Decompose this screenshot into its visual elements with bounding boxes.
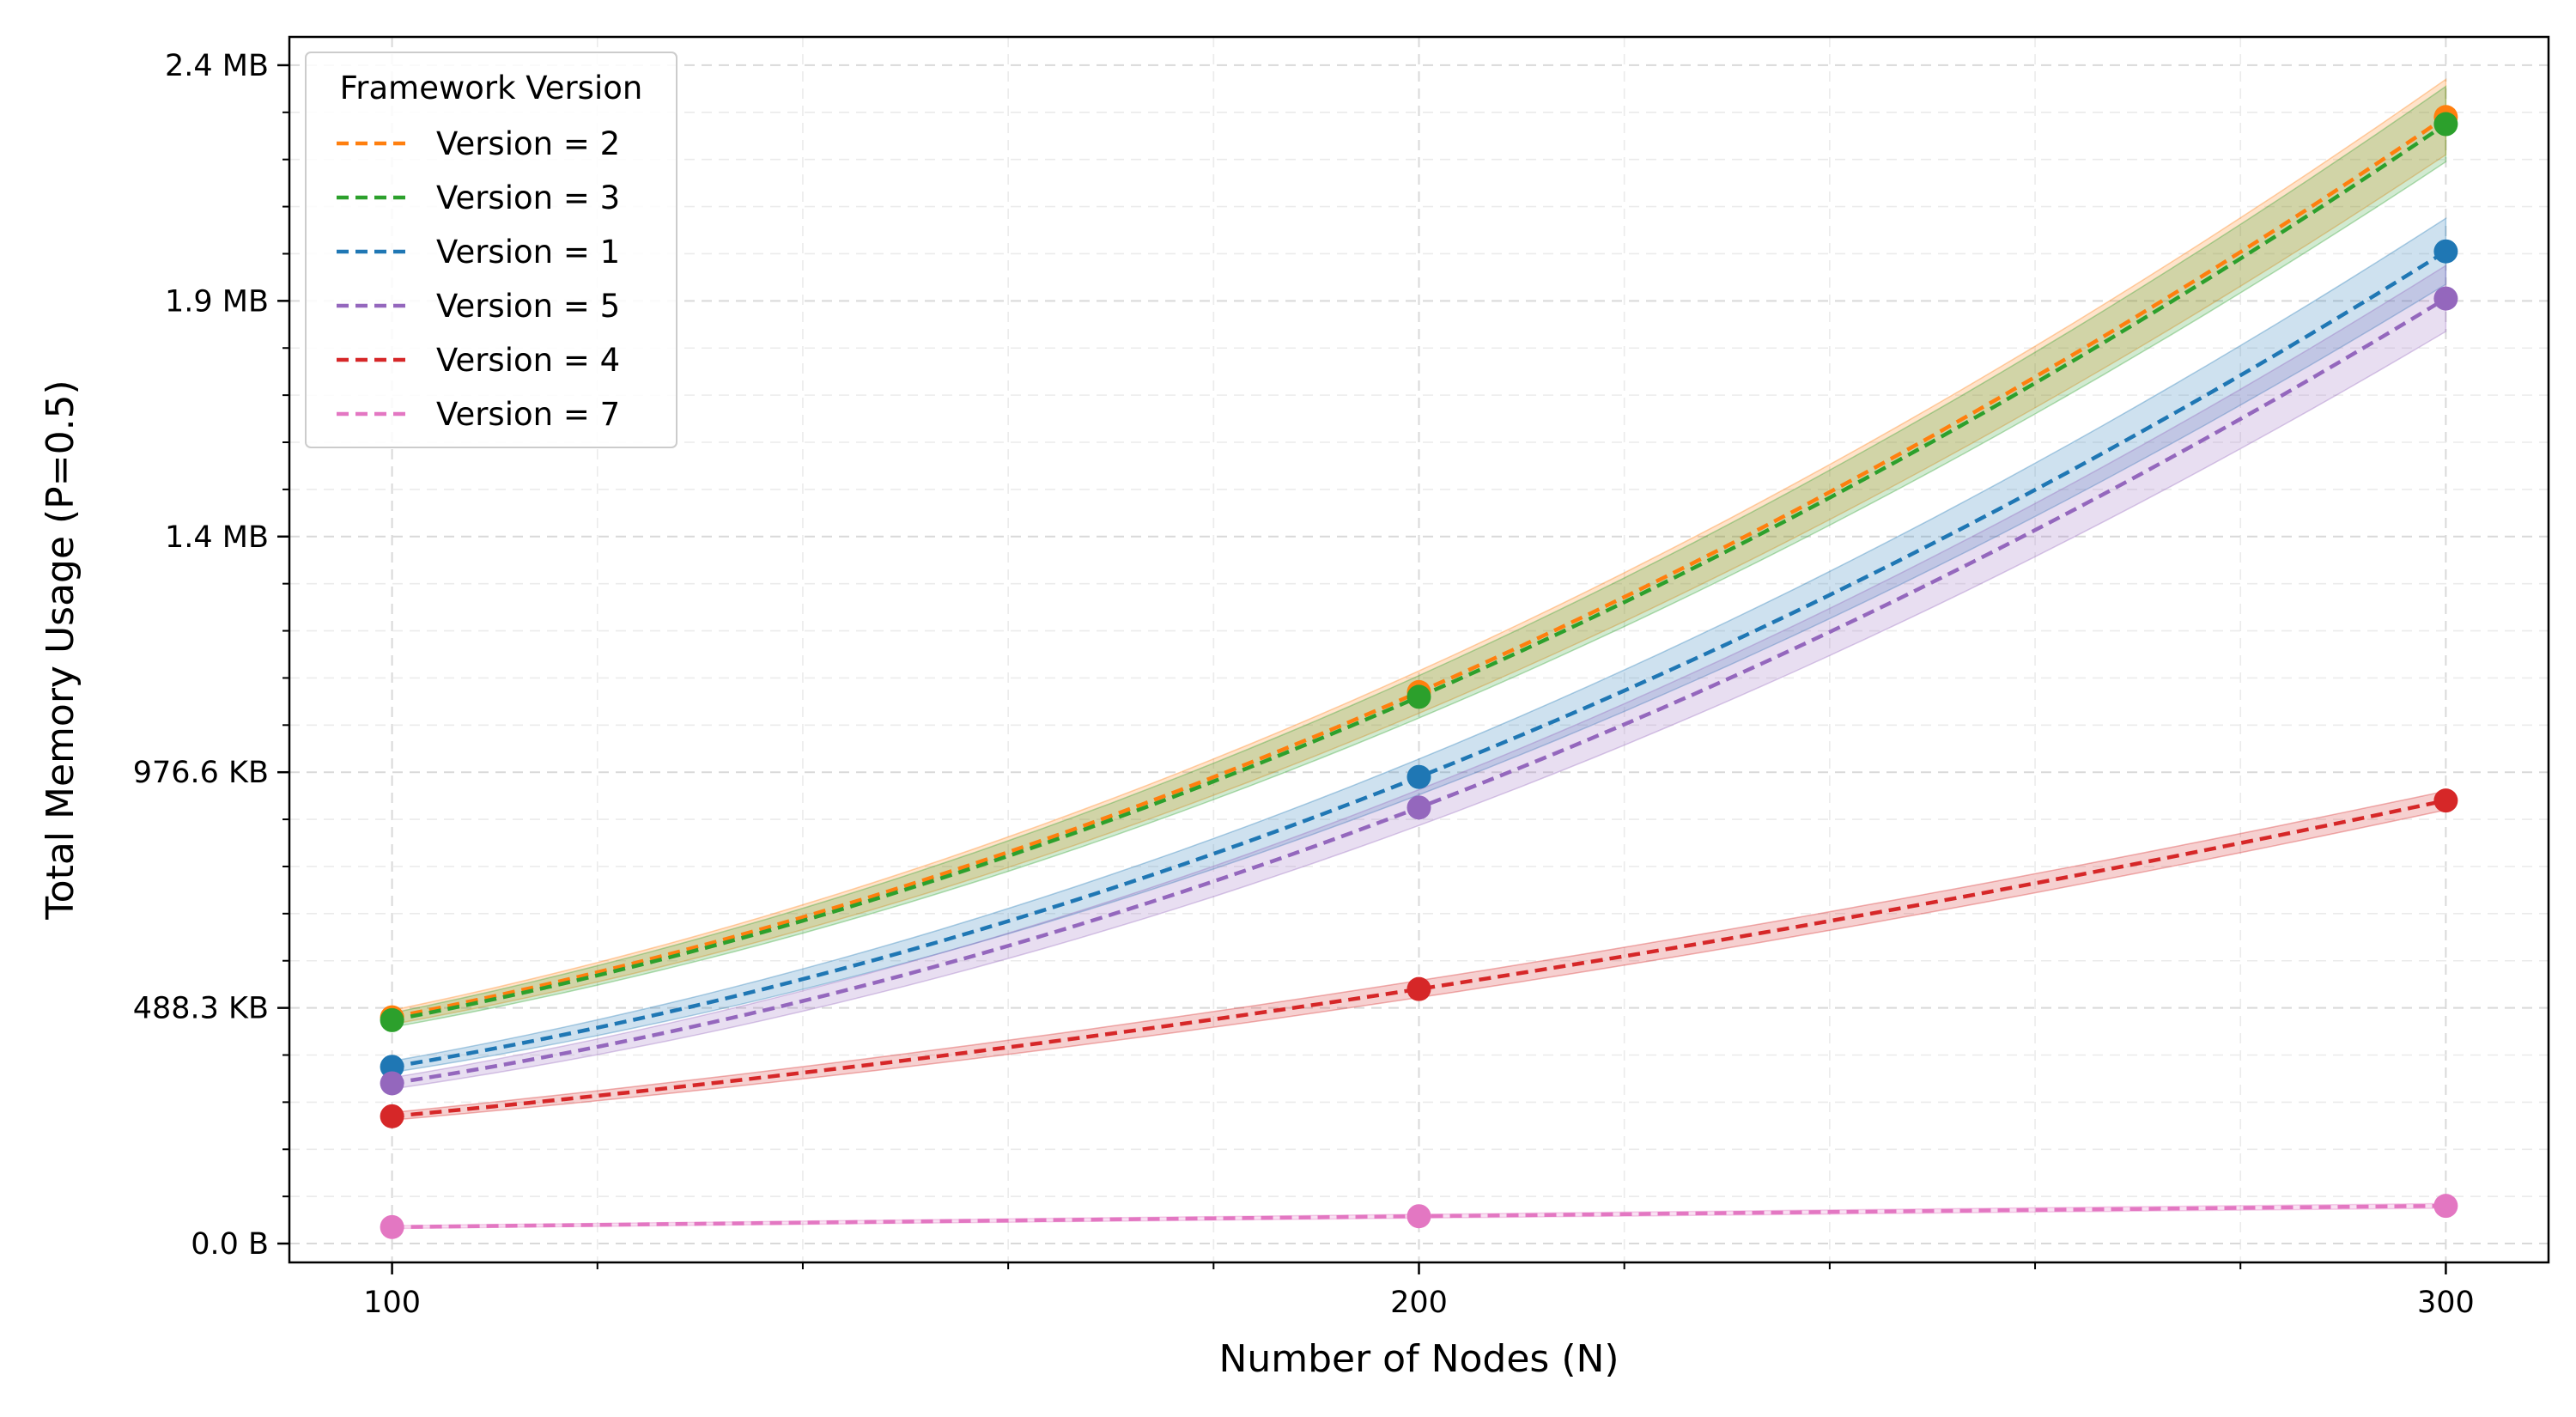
data-point-series-5 bbox=[2433, 1194, 2458, 1219]
data-point-series-2 bbox=[2433, 239, 2458, 264]
data-point-series-2 bbox=[1406, 764, 1431, 789]
data-point-series-4 bbox=[1406, 976, 1431, 1001]
legend-label: Version = 2 bbox=[436, 125, 620, 162]
y-tick-label: 0.0 B bbox=[191, 1227, 269, 1262]
series-line-4 bbox=[392, 798, 2446, 1119]
legend-item: Version = 1 bbox=[337, 234, 620, 271]
legend-title: Framework Version bbox=[340, 70, 643, 106]
legend-box bbox=[305, 52, 677, 448]
confidence-band-series-0 bbox=[391, 77, 2447, 1025]
legend-item: Version = 2 bbox=[337, 125, 620, 162]
legend-label: Version = 3 bbox=[436, 179, 620, 216]
legend: Framework Version Version = 2 Version = 3… bbox=[305, 52, 677, 448]
y-tick-label: 1.9 MB bbox=[165, 284, 269, 319]
confidence-band-series-2 bbox=[391, 216, 2447, 1073]
confidence-band-series-3 bbox=[391, 264, 2447, 1090]
data-point-series-4 bbox=[2433, 788, 2458, 813]
data-point-series-5 bbox=[1406, 1204, 1431, 1229]
y-tick-label: 1.4 MB bbox=[165, 520, 269, 555]
data-point-series-1 bbox=[2433, 112, 2458, 137]
data-point-series-1 bbox=[1406, 684, 1431, 709]
legend-label: Version = 7 bbox=[436, 396, 620, 433]
y-tick-label: 976.6 KB bbox=[133, 756, 269, 790]
x-axis-title: Number of Nodes (N) bbox=[1218, 1337, 1619, 1381]
data-point-series-3 bbox=[380, 1071, 404, 1096]
data-point-series-3 bbox=[2433, 286, 2458, 311]
data-point-series-4 bbox=[380, 1104, 404, 1128]
y-axis: 0.0 B 488.3 KB 976.6 KB 1.4 MB 1.9 MB 2.4 MB bbox=[133, 49, 289, 1262]
legend-label: Version = 5 bbox=[436, 288, 620, 325]
data-point-series-5 bbox=[380, 1214, 404, 1239]
data-point-series-2 bbox=[380, 1055, 404, 1079]
x-tick-label: 300 bbox=[2417, 1286, 2475, 1320]
legend-label: Version = 1 bbox=[436, 234, 620, 271]
legend-items: Version = 2 Version = 3 Version = 1 Version… bbox=[337, 125, 620, 433]
legend-item: Version = 3 bbox=[337, 179, 620, 216]
data-points bbox=[380, 105, 2458, 1239]
x-tick-label: 100 bbox=[363, 1286, 421, 1320]
legend-label: Version = 4 bbox=[436, 342, 620, 379]
x-tick-label: 200 bbox=[1390, 1286, 1448, 1320]
legend-item: Version = 7 bbox=[337, 396, 620, 433]
x-axis: 100 200 300 bbox=[363, 1262, 2475, 1320]
y-axis-title: Total Memory Usage (P=0.5) bbox=[39, 380, 82, 920]
legend-item: Version = 4 bbox=[337, 342, 620, 379]
data-point-series-3 bbox=[1406, 795, 1431, 820]
y-tick-label: 488.3 KB bbox=[133, 992, 269, 1026]
legend-item: Version = 5 bbox=[337, 288, 620, 325]
confidence-band-series-1 bbox=[391, 85, 2447, 1028]
y-tick-label: 2.4 MB bbox=[165, 49, 269, 83]
data-point-series-1 bbox=[380, 1007, 404, 1032]
